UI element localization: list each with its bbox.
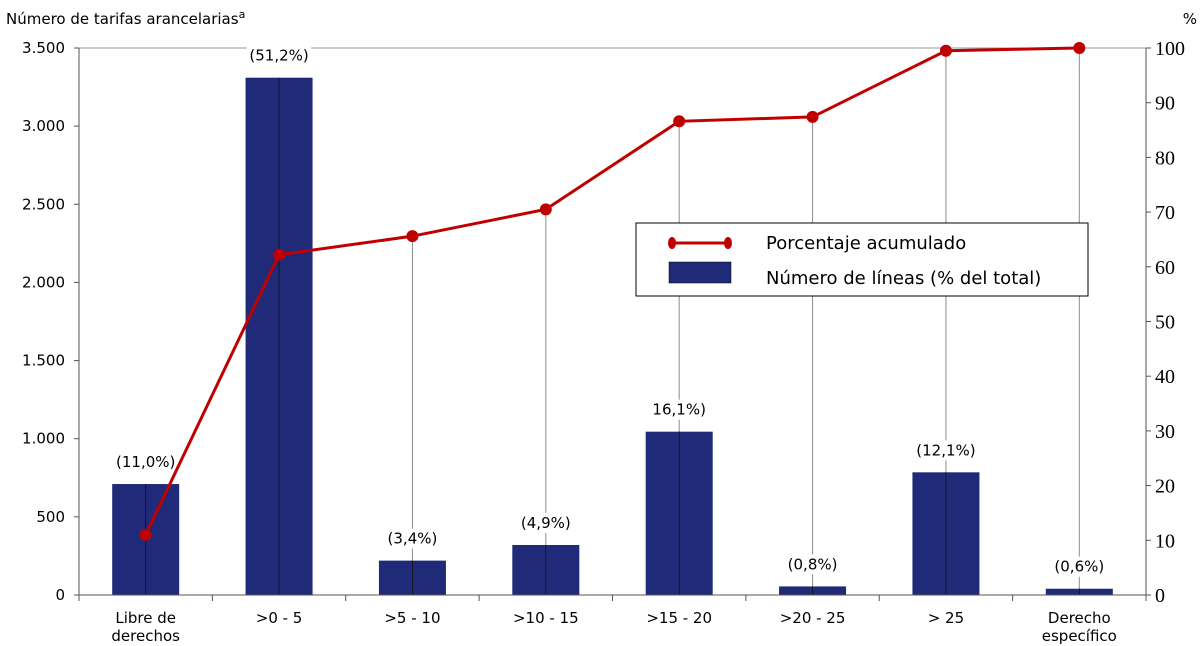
bar-label-bg bbox=[1051, 556, 1107, 577]
bar-value-label: (51,2%) bbox=[249, 47, 308, 65]
x-tick-label: Libre de bbox=[115, 609, 176, 627]
right-axis-ticks: 0 10 20 30 40 50 60 70 80 90 100 bbox=[1146, 38, 1185, 607]
legend: Porcentaje acumulado Número de líneas (% … bbox=[635, 222, 1089, 297]
left-tick-label: 0 bbox=[55, 586, 65, 604]
right-tick-label: 30 bbox=[1155, 421, 1175, 443]
cumulative-point bbox=[806, 110, 819, 123]
legend-bar-swatch bbox=[668, 261, 732, 284]
cumulative-point bbox=[539, 203, 552, 216]
x-tick-label: >10 - 15 bbox=[513, 609, 579, 627]
right-axis-title-text: % bbox=[1183, 10, 1197, 28]
x-tick-label: >5 - 10 bbox=[384, 609, 440, 627]
right-tick-label: 40 bbox=[1155, 366, 1175, 388]
legend-line-marker bbox=[724, 237, 732, 249]
cumulative-point bbox=[939, 44, 952, 57]
bar-value-label: (12,1%) bbox=[916, 441, 975, 459]
x-tick-label: > 25 bbox=[928, 609, 964, 627]
left-tick-label: 500 bbox=[36, 508, 65, 526]
right-tick-label: 90 bbox=[1155, 93, 1175, 115]
legend-bar-label: Número de líneas (% del total) bbox=[766, 268, 1041, 289]
x-tick-label: específico bbox=[1042, 627, 1117, 645]
left-axis-title: Número de tarifas arancelariasa bbox=[6, 8, 245, 28]
cumulative-line bbox=[144, 46, 1080, 536]
legend-line-marker bbox=[668, 237, 676, 249]
right-tick-label: 60 bbox=[1155, 257, 1175, 279]
cumulative-point bbox=[1073, 42, 1086, 54]
legend-box bbox=[635, 222, 1089, 297]
right-tick-label: 20 bbox=[1155, 476, 1175, 498]
bar-label-bg bbox=[246, 45, 312, 66]
left-axis-ticks: 0 500 1.000 1.500 2.000 2.500 3.000 3.500 bbox=[22, 39, 79, 604]
left-tick-label: 2.500 bbox=[22, 195, 65, 213]
bar-label-bg bbox=[913, 440, 979, 461]
right-tick-label: 100 bbox=[1155, 38, 1185, 60]
cumulative-point bbox=[673, 115, 686, 128]
bar-label-bg bbox=[784, 554, 841, 575]
cumulative-point bbox=[273, 248, 286, 261]
legend-line-label: Porcentaje acumulado bbox=[766, 233, 966, 254]
bar-label-bg bbox=[113, 452, 178, 473]
bar-label-bg bbox=[651, 399, 707, 420]
right-tick-label: 70 bbox=[1155, 202, 1175, 224]
cumulative-point bbox=[139, 528, 152, 541]
x-tick-label: >0 - 5 bbox=[256, 609, 303, 627]
bar-value-label: (11,0%) bbox=[116, 453, 175, 471]
right-axis-title: % bbox=[1183, 10, 1197, 28]
x-tick-label: >20 - 25 bbox=[780, 609, 846, 627]
cumulative-line-series bbox=[139, 42, 1086, 541]
bars bbox=[112, 77, 1113, 596]
x-tick-label: >15 - 20 bbox=[646, 609, 712, 627]
left-axis-title-text: Número de tarifas arancelariasa bbox=[6, 8, 245, 28]
right-tick-label: 10 bbox=[1155, 530, 1175, 552]
bar-labels: (11,0%) (51,2%) (3,4%) (4,9%) 16,1%) (0,8%) (1… bbox=[113, 45, 1107, 577]
bar-value-label: (0,6%) bbox=[1054, 558, 1104, 576]
bar-label-bg bbox=[518, 512, 574, 533]
left-tick-label: 1.000 bbox=[22, 430, 65, 448]
bar-label-bg bbox=[384, 528, 441, 549]
left-tick-label: 2.000 bbox=[22, 273, 65, 291]
bar-value-label: (0,8%) bbox=[788, 555, 838, 573]
x-tick-label: Derecho bbox=[1048, 609, 1111, 627]
left-tick-label: 3.000 bbox=[22, 117, 65, 135]
bar-value-label: 16,1%) bbox=[652, 401, 706, 419]
cumulative-point bbox=[406, 230, 419, 243]
bar-value-label: (4,9%) bbox=[521, 514, 571, 532]
bar-value-label: (3,4%) bbox=[388, 530, 438, 548]
right-tick-label: 0 bbox=[1155, 585, 1165, 607]
right-tick-label: 80 bbox=[1155, 147, 1175, 169]
right-tick-label: 50 bbox=[1155, 312, 1175, 334]
left-tick-label: 1.500 bbox=[22, 352, 65, 370]
left-tick-label: 3.500 bbox=[22, 39, 65, 57]
x-tick-label: derechos bbox=[111, 627, 180, 645]
gridlines bbox=[79, 47, 1146, 595]
axes bbox=[78, 48, 1147, 596]
